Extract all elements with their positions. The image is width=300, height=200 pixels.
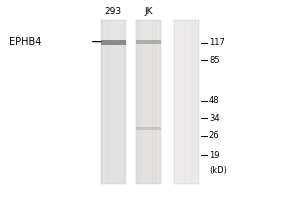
Bar [136,20,161,184]
Bar [101,20,103,184]
Bar [101,42,126,43]
Bar [117,20,119,184]
Bar [174,20,199,184]
Bar [120,20,122,184]
Text: 34: 34 [209,114,220,123]
Bar [140,20,142,184]
Bar [107,20,110,184]
Bar [114,20,116,184]
Bar [146,20,148,184]
Bar [149,20,151,184]
Bar [101,43,126,44]
Bar [187,20,189,184]
Text: --: -- [94,37,100,46]
Text: 293: 293 [105,7,122,16]
Text: EPHB4: EPHB4 [9,37,41,47]
Bar [123,20,125,184]
Bar [190,20,193,184]
Bar [155,20,158,184]
Text: 117: 117 [209,38,225,47]
Bar [104,20,106,184]
Text: 26: 26 [209,131,220,140]
Bar [101,40,126,45]
Bar [101,41,126,42]
Bar [197,20,199,184]
Bar [111,20,113,184]
Bar [136,40,161,44]
Bar [143,20,145,184]
Bar [136,127,161,130]
Text: 19: 19 [209,151,219,160]
Bar [181,20,183,184]
Bar [184,20,186,184]
Text: JK: JK [144,7,153,16]
Bar [158,20,160,184]
Bar [136,44,161,184]
Text: 85: 85 [209,56,220,65]
Bar [101,40,126,41]
Bar [101,45,126,184]
Text: 48: 48 [209,96,220,105]
Bar [152,20,154,184]
Bar [178,20,180,184]
Bar [101,44,126,45]
Bar [175,20,177,184]
Bar [194,20,196,184]
Bar [136,20,139,184]
Text: (kD): (kD) [209,166,227,175]
Bar [101,20,126,184]
